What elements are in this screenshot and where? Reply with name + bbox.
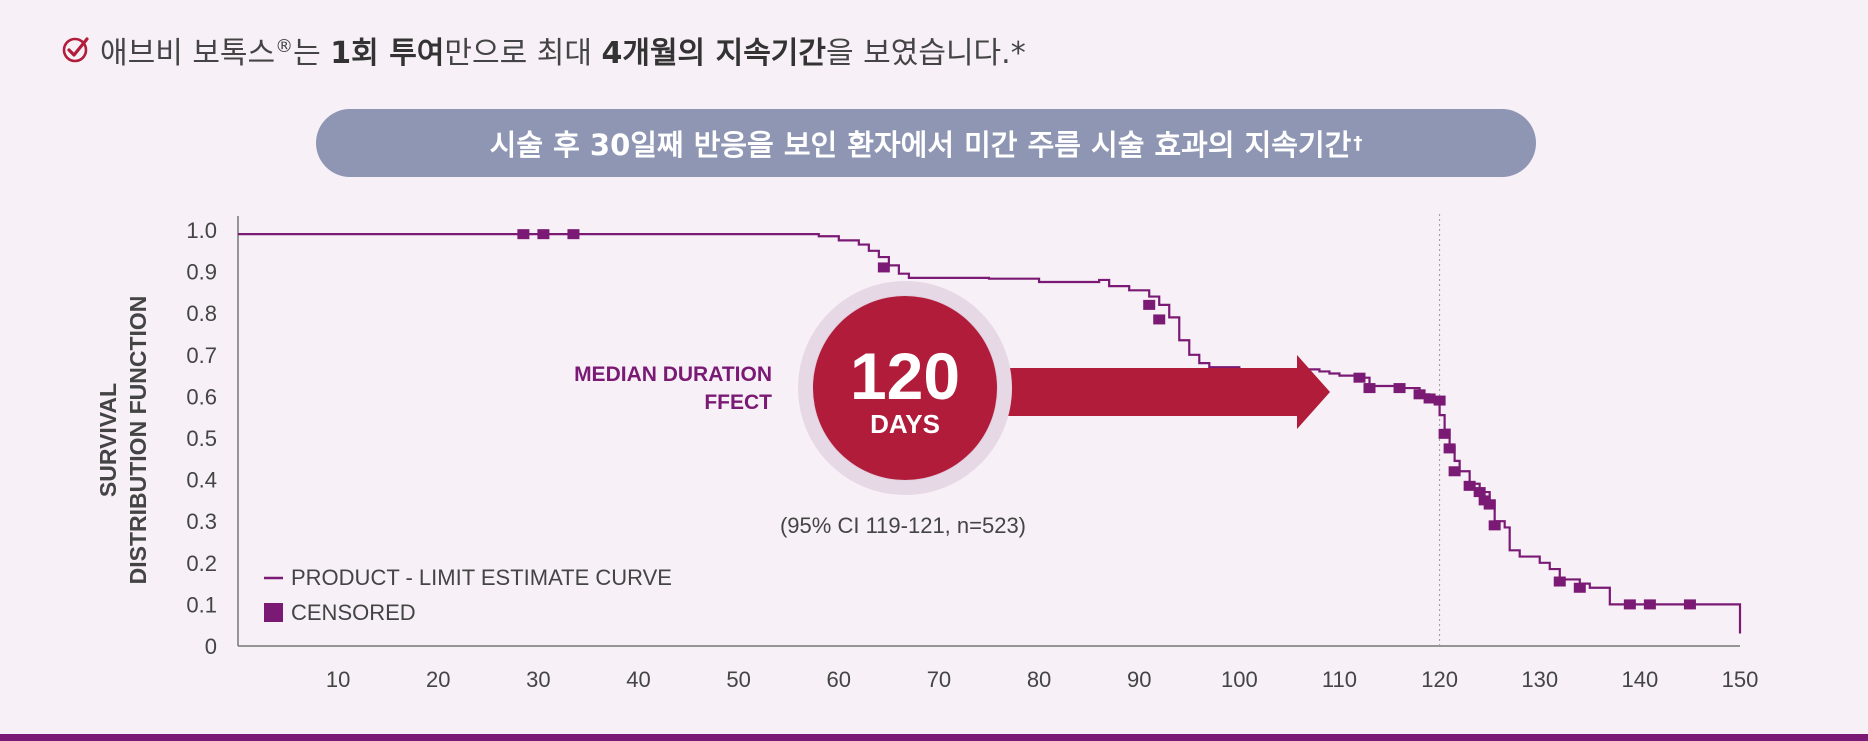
y-tick-label: 0.9 [186, 260, 217, 285]
y-tick-label: 0.2 [186, 551, 217, 576]
median-label-line2: FFECT [704, 391, 772, 414]
x-tick-label: 120 [1421, 667, 1458, 692]
x-tick-label: 100 [1221, 667, 1258, 692]
legend-marker-swatch [264, 603, 283, 622]
censored-marker [1423, 393, 1436, 404]
censored-marker [537, 229, 550, 240]
censored-marker [1483, 499, 1496, 510]
censored-marker [1683, 599, 1696, 610]
x-tick-label: 60 [827, 667, 851, 692]
x-tick-label: 80 [1027, 667, 1051, 692]
median-arrow-shaft [975, 368, 1297, 416]
median-value: 120 [850, 339, 960, 413]
censored-marker [1443, 443, 1456, 454]
x-tick-label: 50 [726, 667, 750, 692]
censored-marker [1448, 466, 1461, 477]
censored-marker [1463, 480, 1476, 491]
headline: 애브비 보톡스®는 1회 투여만으로 최대 4개월의 지속기간을 보였습니다.* [60, 28, 1026, 72]
censored-marker [1363, 383, 1376, 394]
y-tick-label: 0.3 [186, 509, 217, 534]
x-tick-label: 70 [927, 667, 951, 692]
censored-marker [1433, 395, 1446, 406]
x-tick-label: 130 [1521, 667, 1558, 692]
dagger-mark: † [1353, 132, 1363, 154]
median-arrow-head [1297, 355, 1330, 429]
y-tick-label: 0.5 [186, 426, 217, 451]
censored-marker [517, 229, 530, 240]
legend-marker-label: CENSORED [291, 600, 416, 625]
y-tick-label: 0 [205, 634, 217, 659]
x-tick-label: 10 [326, 667, 350, 692]
legend-line-label: PRODUCT - LIMIT ESTIMATE CURVE [291, 565, 672, 590]
censored-marker [1153, 314, 1166, 325]
bottom-bar [0, 734, 1868, 741]
x-tick-label: 90 [1127, 667, 1151, 692]
censored-marker [1488, 520, 1501, 531]
censored-marker [1353, 372, 1366, 383]
censored-marker [567, 229, 580, 240]
confidence-interval-text: (95% CI 119-121, n=523) [780, 513, 1026, 538]
censored-marker [1393, 383, 1406, 394]
censored-marker [1143, 299, 1156, 310]
y-tick-label: 0.8 [186, 301, 217, 326]
censored-marker [1643, 599, 1656, 610]
y-axis-label-line1: SURVIVAL [95, 383, 121, 497]
y-tick-label: 0.1 [186, 592, 217, 617]
censored-marker [1473, 487, 1486, 498]
median-unit: DAYS [870, 409, 940, 439]
y-tick-label: 1.0 [186, 218, 217, 243]
censored-marker [1573, 582, 1586, 593]
x-tick-label: 30 [526, 667, 550, 692]
x-tick-label: 140 [1622, 667, 1659, 692]
check-circle-icon [62, 37, 89, 63]
censored-marker [1438, 428, 1451, 439]
censored-marker [1623, 599, 1636, 610]
y-axis-label-line2: DISTRIBUTION FUNCTION [125, 296, 151, 585]
median-label-line1: MEDIAN DURATION [574, 363, 772, 386]
headline-text: 애브비 보톡스®는 1회 투여만으로 최대 4개월의 지속기간을 보였습니다.* [100, 36, 1026, 71]
y-tick-label: 0.7 [186, 343, 217, 368]
censored-marker [877, 262, 890, 273]
y-tick-label: 0.6 [186, 384, 217, 409]
x-tick-label: 150 [1722, 667, 1759, 692]
chart-title: 시술 후 30일째 반응을 보인 환자에서 미간 주름 시술 효과의 지속기간 [489, 128, 1352, 162]
median-badge [813, 296, 997, 480]
survival-curve [238, 233, 1742, 634]
x-tick-label: 20 [426, 667, 450, 692]
chart-title-pill: 시술 후 30일째 반응을 보인 환자에서 미간 주름 시술 효과의 지속기간 † [316, 109, 1536, 177]
y-tick-label: 0.4 [186, 468, 217, 493]
censored-marker [1553, 576, 1566, 587]
x-tick-label: 110 [1322, 667, 1357, 692]
x-tick-label: 40 [626, 667, 650, 692]
censored-marker [1413, 389, 1426, 400]
